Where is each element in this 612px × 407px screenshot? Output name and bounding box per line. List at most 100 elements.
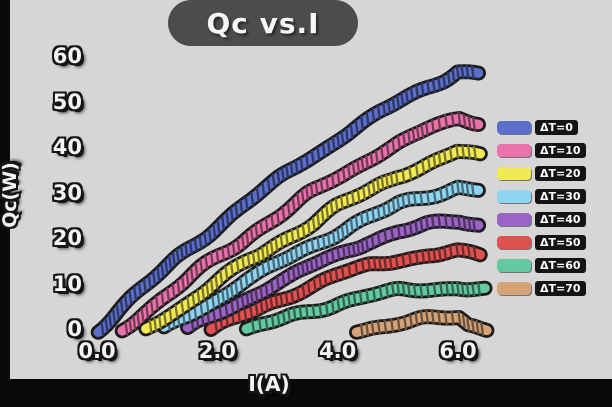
- line-hatch-mark: [269, 295, 274, 310]
- line-hatch-mark: [358, 290, 363, 305]
- line-hatch-mark: [266, 259, 271, 274]
- line-hatch-mark: [300, 189, 305, 204]
- legend-item: ΔT=60: [497, 255, 609, 276]
- x-axis-label: I(A): [248, 372, 290, 396]
- line-hatch-mark: [472, 245, 477, 261]
- line-hatch-mark: [240, 294, 245, 309]
- line-hatch-mark: [450, 182, 455, 197]
- legend-label: ΔT=30: [535, 189, 586, 204]
- line-hatch-mark: [234, 280, 239, 296]
- line-hatch-mark: [427, 248, 432, 264]
- line-hatch-mark: [412, 191, 417, 206]
- line-hatch-mark: [323, 271, 328, 287]
- series-line: [114, 111, 486, 339]
- line-hatch-mark: [188, 240, 193, 255]
- line-hatch-mark: [461, 144, 466, 159]
- line-hatch-mark: [387, 99, 391, 115]
- line-hatch-mark: [316, 212, 321, 228]
- line-hatch-mark: [124, 294, 128, 310]
- line-hatch-mark: [431, 78, 436, 93]
- line-hatch-mark: [470, 318, 475, 333]
- line-hatch-mark: [430, 214, 435, 229]
- line-hatch-mark: [396, 135, 401, 150]
- line-hatch-mark: [280, 253, 285, 268]
- line-hatch-mark: [250, 191, 255, 207]
- line-hatch-mark: [354, 119, 359, 135]
- line-hatch-mark: [309, 258, 314, 273]
- line-hatch-mark: [281, 272, 286, 287]
- line-hatch-mark: [376, 177, 381, 193]
- line-hatch-mark: [186, 296, 191, 311]
- line-hatch-mark: [371, 207, 376, 223]
- line-hatch-mark: [450, 281, 455, 296]
- line-hatch-mark: [298, 305, 303, 320]
- line-hatch-mark: [371, 107, 376, 123]
- line-hatch-mark: [347, 164, 351, 179]
- line-hatch-mark: [325, 204, 330, 219]
- line-hatch-mark: [472, 145, 477, 160]
- line-hatch-mark: [289, 248, 294, 264]
- line-hatch-mark: [261, 182, 266, 197]
- line-hatch-mark: [430, 309, 435, 325]
- line-hatch-mark: [320, 208, 325, 223]
- line-hatch-mark: [235, 258, 240, 273]
- line-hatch-mark: [185, 271, 190, 287]
- line-hatch-mark: [270, 279, 275, 295]
- line-hatch-mark: [408, 166, 413, 181]
- line-hatch-mark: [239, 277, 244, 292]
- line-hatch-mark: [152, 271, 157, 286]
- line-hatch-mark: [199, 302, 204, 317]
- line-hatch-mark: [218, 305, 223, 321]
- series-line: [238, 280, 493, 337]
- legend: ΔT=0 ΔT=10 ΔT=20 ΔT=30 ΔT=40 ΔT=50 ΔT=60 ΔT=70: [497, 117, 609, 301]
- line-hatch-mark: [310, 150, 315, 165]
- line-hatch-mark: [174, 304, 179, 319]
- line-hatch-mark: [425, 309, 429, 324]
- series-line: [90, 64, 486, 340]
- line-hatch-mark: [360, 115, 364, 130]
- line-hatch-mark: [432, 153, 437, 169]
- line-hatch-mark: [249, 290, 254, 305]
- line-hatch-mark: [404, 89, 409, 104]
- line-hatch-mark: [341, 167, 346, 182]
- line-hatch-mark: [245, 292, 250, 307]
- line-hatch-mark: [345, 127, 349, 143]
- line-hatch-mark: [229, 283, 234, 299]
- line-hatch-mark: [142, 278, 147, 293]
- line-hatch-mark: [351, 242, 356, 257]
- line-hatch-mark: [306, 220, 311, 235]
- y-tick-label: 10: [52, 271, 82, 296]
- x-tick-label: 6.0: [439, 339, 477, 363]
- line-hatch-mark: [408, 251, 413, 267]
- line-hatch-mark: [467, 115, 472, 130]
- line-hatch-mark: [448, 244, 453, 259]
- line-hatch-mark: [412, 283, 417, 298]
- line-hatch-mark: [365, 154, 369, 170]
- line-hatch-mark: [239, 199, 244, 214]
- line-hatch-mark: [370, 234, 375, 249]
- line-hatch-mark: [376, 319, 381, 335]
- line-hatch-mark: [367, 256, 371, 272]
- line-hatch-mark: [446, 71, 451, 87]
- line-hatch-mark: [336, 246, 341, 261]
- line-hatch-mark: [266, 177, 271, 193]
- line-hatch-mark: [287, 308, 292, 323]
- line-hatch-mark: [461, 313, 466, 329]
- series-line: [203, 242, 488, 337]
- line-hatch-mark: [241, 234, 245, 250]
- line-hatch-mark: [112, 309, 117, 324]
- line-hatch-mark: [211, 295, 216, 310]
- line-hatch-mark: [149, 299, 154, 315]
- line-hatch-mark: [128, 318, 133, 334]
- line-hatch-mark: [455, 180, 460, 195]
- line-hatch-mark: [330, 299, 335, 315]
- line-hatch-mark: [264, 283, 269, 298]
- line-hatch-mark: [205, 282, 210, 298]
- line-hatch-mark: [321, 142, 326, 158]
- legend-item: ΔT=30: [497, 186, 609, 207]
- line-hatch-mark: [396, 317, 401, 332]
- x-tick-label: 0.0: [78, 339, 116, 363]
- line-hatch-mark: [462, 113, 467, 128]
